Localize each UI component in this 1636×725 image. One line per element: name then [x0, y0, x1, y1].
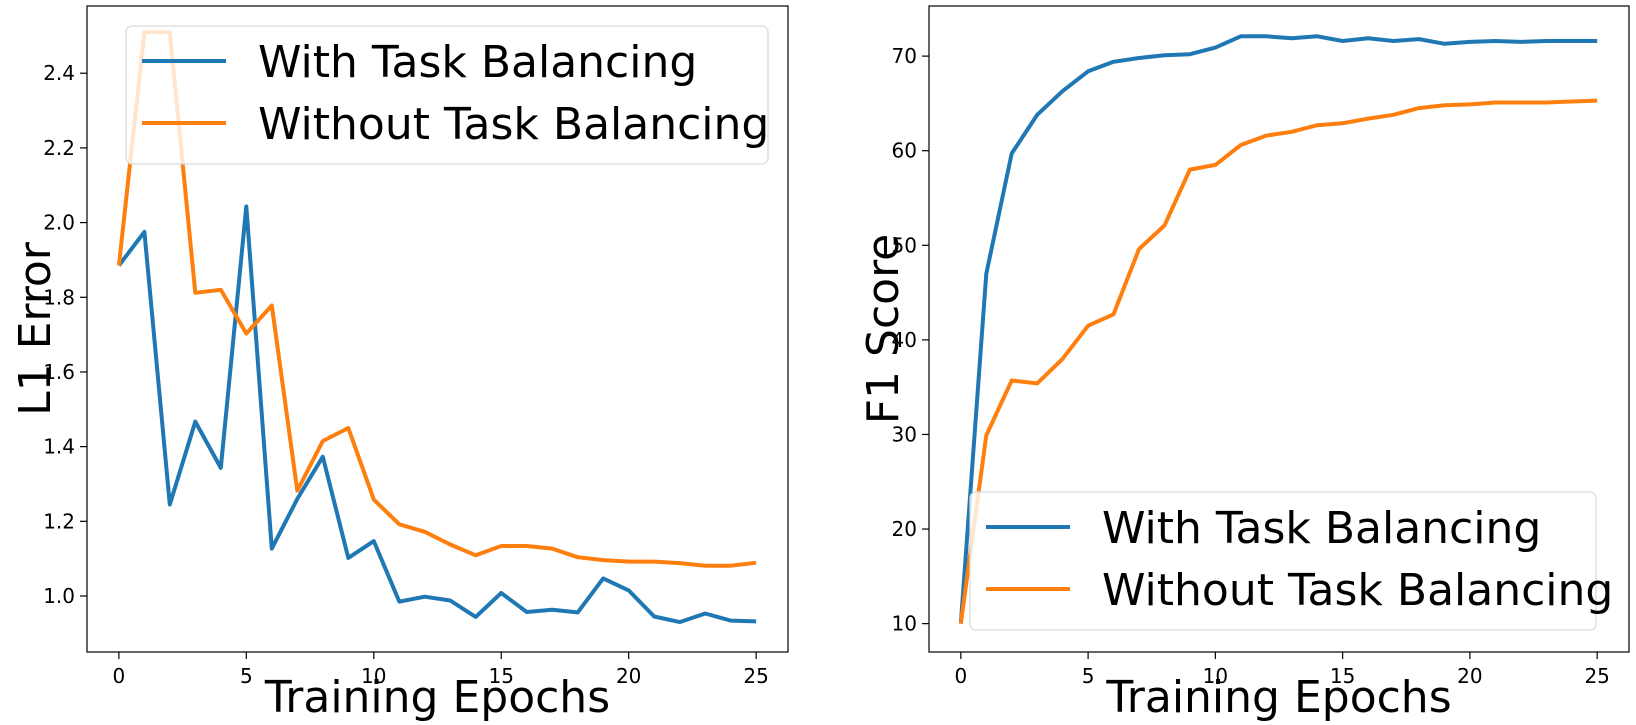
y-tick-label: 1.8 — [43, 285, 75, 309]
x-tick-label: 10 — [1203, 664, 1228, 688]
x-tick-label: 15 — [1330, 664, 1355, 688]
legend-label-with-task-balancing: With Task Balancing — [258, 37, 697, 88]
series-line-with-task-balancing — [958, 34, 1598, 624]
y-tick-label: 70 — [892, 44, 917, 68]
y-tick-label: 1.2 — [43, 509, 75, 533]
series-line-without-task-balancing — [116, 30, 757, 568]
x-tick-label: 0 — [954, 664, 967, 688]
x-axis-title: Training Epochs — [264, 672, 610, 723]
series-line-without-task-balancing — [958, 98, 1598, 624]
y-tick-label: 50 — [892, 233, 917, 257]
x-tick-label: 25 — [743, 664, 768, 688]
y-tick-label: 1.0 — [43, 584, 75, 608]
x-tick-label: 10 — [361, 664, 386, 688]
legend-box — [125, 25, 769, 165]
y-tick-label: 60 — [892, 139, 917, 163]
x-tick-label: 0 — [112, 664, 125, 688]
l1-error-panel: 0 5 10 15 20 25 1.0 1.2 1.4 1.6 1.8 2.0 2.2 2.4 Traini… — [10, 5, 789, 723]
x-axis-title: Training Epochs — [1105, 672, 1451, 723]
x-tick-label: 5 — [1082, 664, 1095, 688]
y-tick-label: 2.4 — [43, 61, 75, 85]
x-tick-label: 5 — [240, 664, 253, 688]
legend: With Task Balancing Without Task Balancin… — [125, 25, 769, 165]
y-tick-label: 10 — [892, 612, 917, 636]
y-tick-label: 20 — [892, 517, 917, 541]
x-tick-label: 20 — [616, 664, 641, 688]
y-tick-label: 1.6 — [43, 360, 75, 384]
x-tick-label: 20 — [1457, 664, 1482, 688]
series-line-with-task-balancing — [117, 204, 757, 625]
x-tick-label: 15 — [489, 664, 514, 688]
y-tick-label: 40 — [892, 328, 917, 352]
y-axis-title: L1 Error — [10, 241, 61, 416]
f1-score-panel: 0 5 10 15 20 25 10 20 30 40 50 60 70 Training Epochs F… — [858, 5, 1630, 723]
legend-label-without-task-balancing: Without Task Balancing — [1102, 565, 1613, 616]
y-tick-label: 2.0 — [43, 211, 75, 235]
y-tick-label: 30 — [892, 422, 917, 446]
legend-box — [969, 491, 1597, 631]
axes-frame — [928, 5, 1630, 653]
axes-frame — [86, 5, 789, 653]
x-tick-label: 25 — [1584, 664, 1609, 688]
legend: With Task Balancing Without Task Balancin… — [969, 491, 1613, 631]
y-tick-label: 2.2 — [43, 136, 75, 160]
legend-label-with-task-balancing: With Task Balancing — [1102, 503, 1541, 554]
y-axis-title: F1 Score — [858, 234, 909, 425]
y-tick-label: 1.4 — [43, 435, 75, 459]
legend-label-without-task-balancing: Without Task Balancing — [258, 99, 769, 150]
